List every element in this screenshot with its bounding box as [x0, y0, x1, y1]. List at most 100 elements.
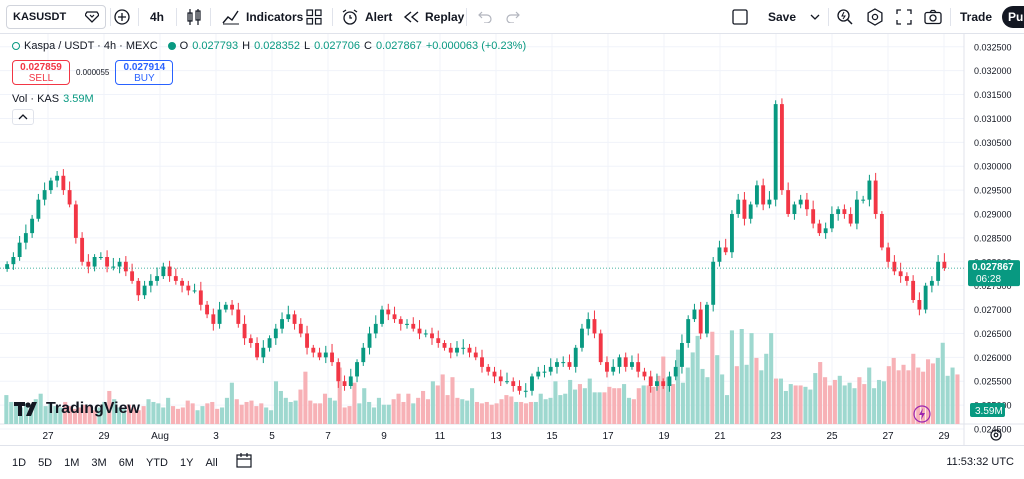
volume-bar — [435, 385, 440, 424]
range-6m[interactable]: 6M — [118, 456, 134, 469]
range-3m[interactable]: 3M — [91, 456, 107, 469]
volume-bar — [827, 385, 833, 424]
volume-bar — [48, 403, 53, 424]
save-button[interactable]: Save — [768, 10, 797, 24]
volume-bar — [891, 357, 896, 424]
undo-icon[interactable] — [478, 0, 492, 34]
candle — [523, 383, 528, 398]
redo-icon[interactable] — [506, 0, 520, 34]
candle — [717, 240, 722, 267]
quick-search-icon[interactable] — [836, 0, 854, 34]
candle — [861, 195, 866, 204]
candle — [636, 353, 641, 378]
volume-bar — [151, 401, 156, 424]
candle — [898, 262, 903, 283]
date-range-calendar-icon[interactable] — [236, 452, 252, 473]
chevron-down-icon[interactable] — [810, 0, 820, 34]
candle — [173, 268, 178, 285]
candle — [886, 242, 891, 268]
alert-button[interactable]: Alert — [341, 0, 392, 34]
candle — [904, 272, 909, 286]
range-1d[interactable]: 1D — [12, 456, 27, 469]
volume-bar — [636, 388, 641, 424]
volume-bar — [734, 366, 739, 424]
candle — [792, 201, 797, 220]
publish-button[interactable]: Pu — [1002, 6, 1024, 28]
candles-chart-type-icon[interactable] — [186, 0, 202, 34]
layout-select-checkbox-icon[interactable] — [732, 0, 748, 34]
layouts-grid-icon[interactable] — [306, 0, 322, 34]
time-tick-label: 29 — [98, 431, 110, 442]
price-tick-label: 0.027000 — [974, 305, 1012, 315]
volume-bar — [367, 401, 372, 424]
volume-bar — [175, 408, 180, 424]
range-5d[interactable]: 5D — [38, 456, 53, 469]
volume-bar — [935, 357, 940, 424]
volume-bar — [371, 407, 377, 424]
volume-bar — [308, 400, 313, 424]
range-1y[interactable]: 1Y — [179, 456, 194, 469]
replay-button[interactable]: Replay — [403, 0, 464, 34]
volume-bar — [695, 335, 700, 424]
tradingview-logo[interactable]: TradingView — [14, 400, 140, 418]
sell-button[interactable]: 0.027859 SELL — [12, 60, 70, 85]
range-all[interactable]: All — [205, 456, 218, 469]
volume-bar — [901, 364, 906, 424]
volume-bar — [376, 397, 381, 424]
candle — [642, 367, 647, 381]
volume-bar — [602, 392, 607, 424]
buy-button[interactable]: 0.027914 BUY — [115, 60, 174, 85]
candle — [155, 267, 160, 286]
candle — [467, 343, 472, 358]
volume-legend[interactable]: Vol · KAS 3.59M — [12, 93, 94, 105]
ohlc-change: +0.000063 (+0.23%) — [425, 40, 527, 52]
candle — [167, 260, 172, 282]
volume-bar — [911, 353, 916, 424]
candle — [436, 330, 441, 348]
watchlist-diamond-icon[interactable] — [85, 11, 99, 23]
camera-snapshot-icon[interactable] — [924, 0, 942, 34]
candle — [680, 334, 684, 374]
candle — [892, 255, 897, 276]
volume-bar — [303, 371, 308, 424]
time-tick-label: Aug — [151, 431, 169, 442]
collapse-legend-chevron-up-icon[interactable] — [12, 109, 34, 125]
range-1m[interactable]: 1M — [64, 456, 80, 469]
settings-gear-icon[interactable] — [866, 0, 884, 34]
volume-bar — [170, 406, 176, 424]
fullscreen-icon[interactable] — [896, 0, 912, 34]
candle — [448, 343, 453, 359]
bottom-toolbar: 1D 5D 1M 3M 6M YTD 1Y All 11:53:32 UTC — [0, 445, 1024, 479]
candle — [198, 281, 203, 311]
axis-settings-gear-icon[interactable] — [990, 429, 1002, 441]
range-ytd[interactable]: YTD — [145, 456, 168, 469]
utc-clock[interactable]: 11:53:32 UTC — [946, 456, 1014, 468]
candle — [486, 364, 491, 376]
time-tick-label: 21 — [714, 431, 726, 442]
volume-bar — [381, 404, 386, 424]
volume-bar — [499, 399, 504, 424]
spread-value: 0.000055 — [76, 68, 110, 77]
candle — [829, 206, 834, 233]
volume-bar — [729, 330, 734, 424]
volume-bar — [509, 396, 514, 424]
candle — [817, 219, 822, 236]
interval-button[interactable]: 4h — [150, 10, 165, 24]
volume-bar — [185, 400, 190, 424]
indicators-button[interactable]: Indicators — [222, 0, 303, 34]
candle — [392, 306, 397, 323]
time-tick-label: 13 — [490, 431, 502, 442]
volume-bars — [4, 329, 960, 424]
price-chart[interactable]: 0.032500 0.032000 0.031500 0.031000 0.030500… — [0, 34, 1024, 445]
volume-bar — [925, 359, 931, 424]
bolt-indicator-icon[interactable] — [913, 405, 931, 423]
compare-add-symbol-icon[interactable] — [113, 0, 131, 34]
volume-bar — [940, 342, 945, 424]
ohlc-close: 0.027867 — [375, 40, 422, 52]
candle — [854, 191, 859, 230]
chart-title[interactable]: Kaspa / USDT · 4h · MEXC — [24, 40, 158, 52]
volume-bar — [200, 406, 205, 424]
symbol-search-button[interactable]: KASUSDT — [6, 5, 106, 29]
trade-button[interactable]: Trade — [960, 10, 993, 24]
candle — [517, 380, 522, 395]
